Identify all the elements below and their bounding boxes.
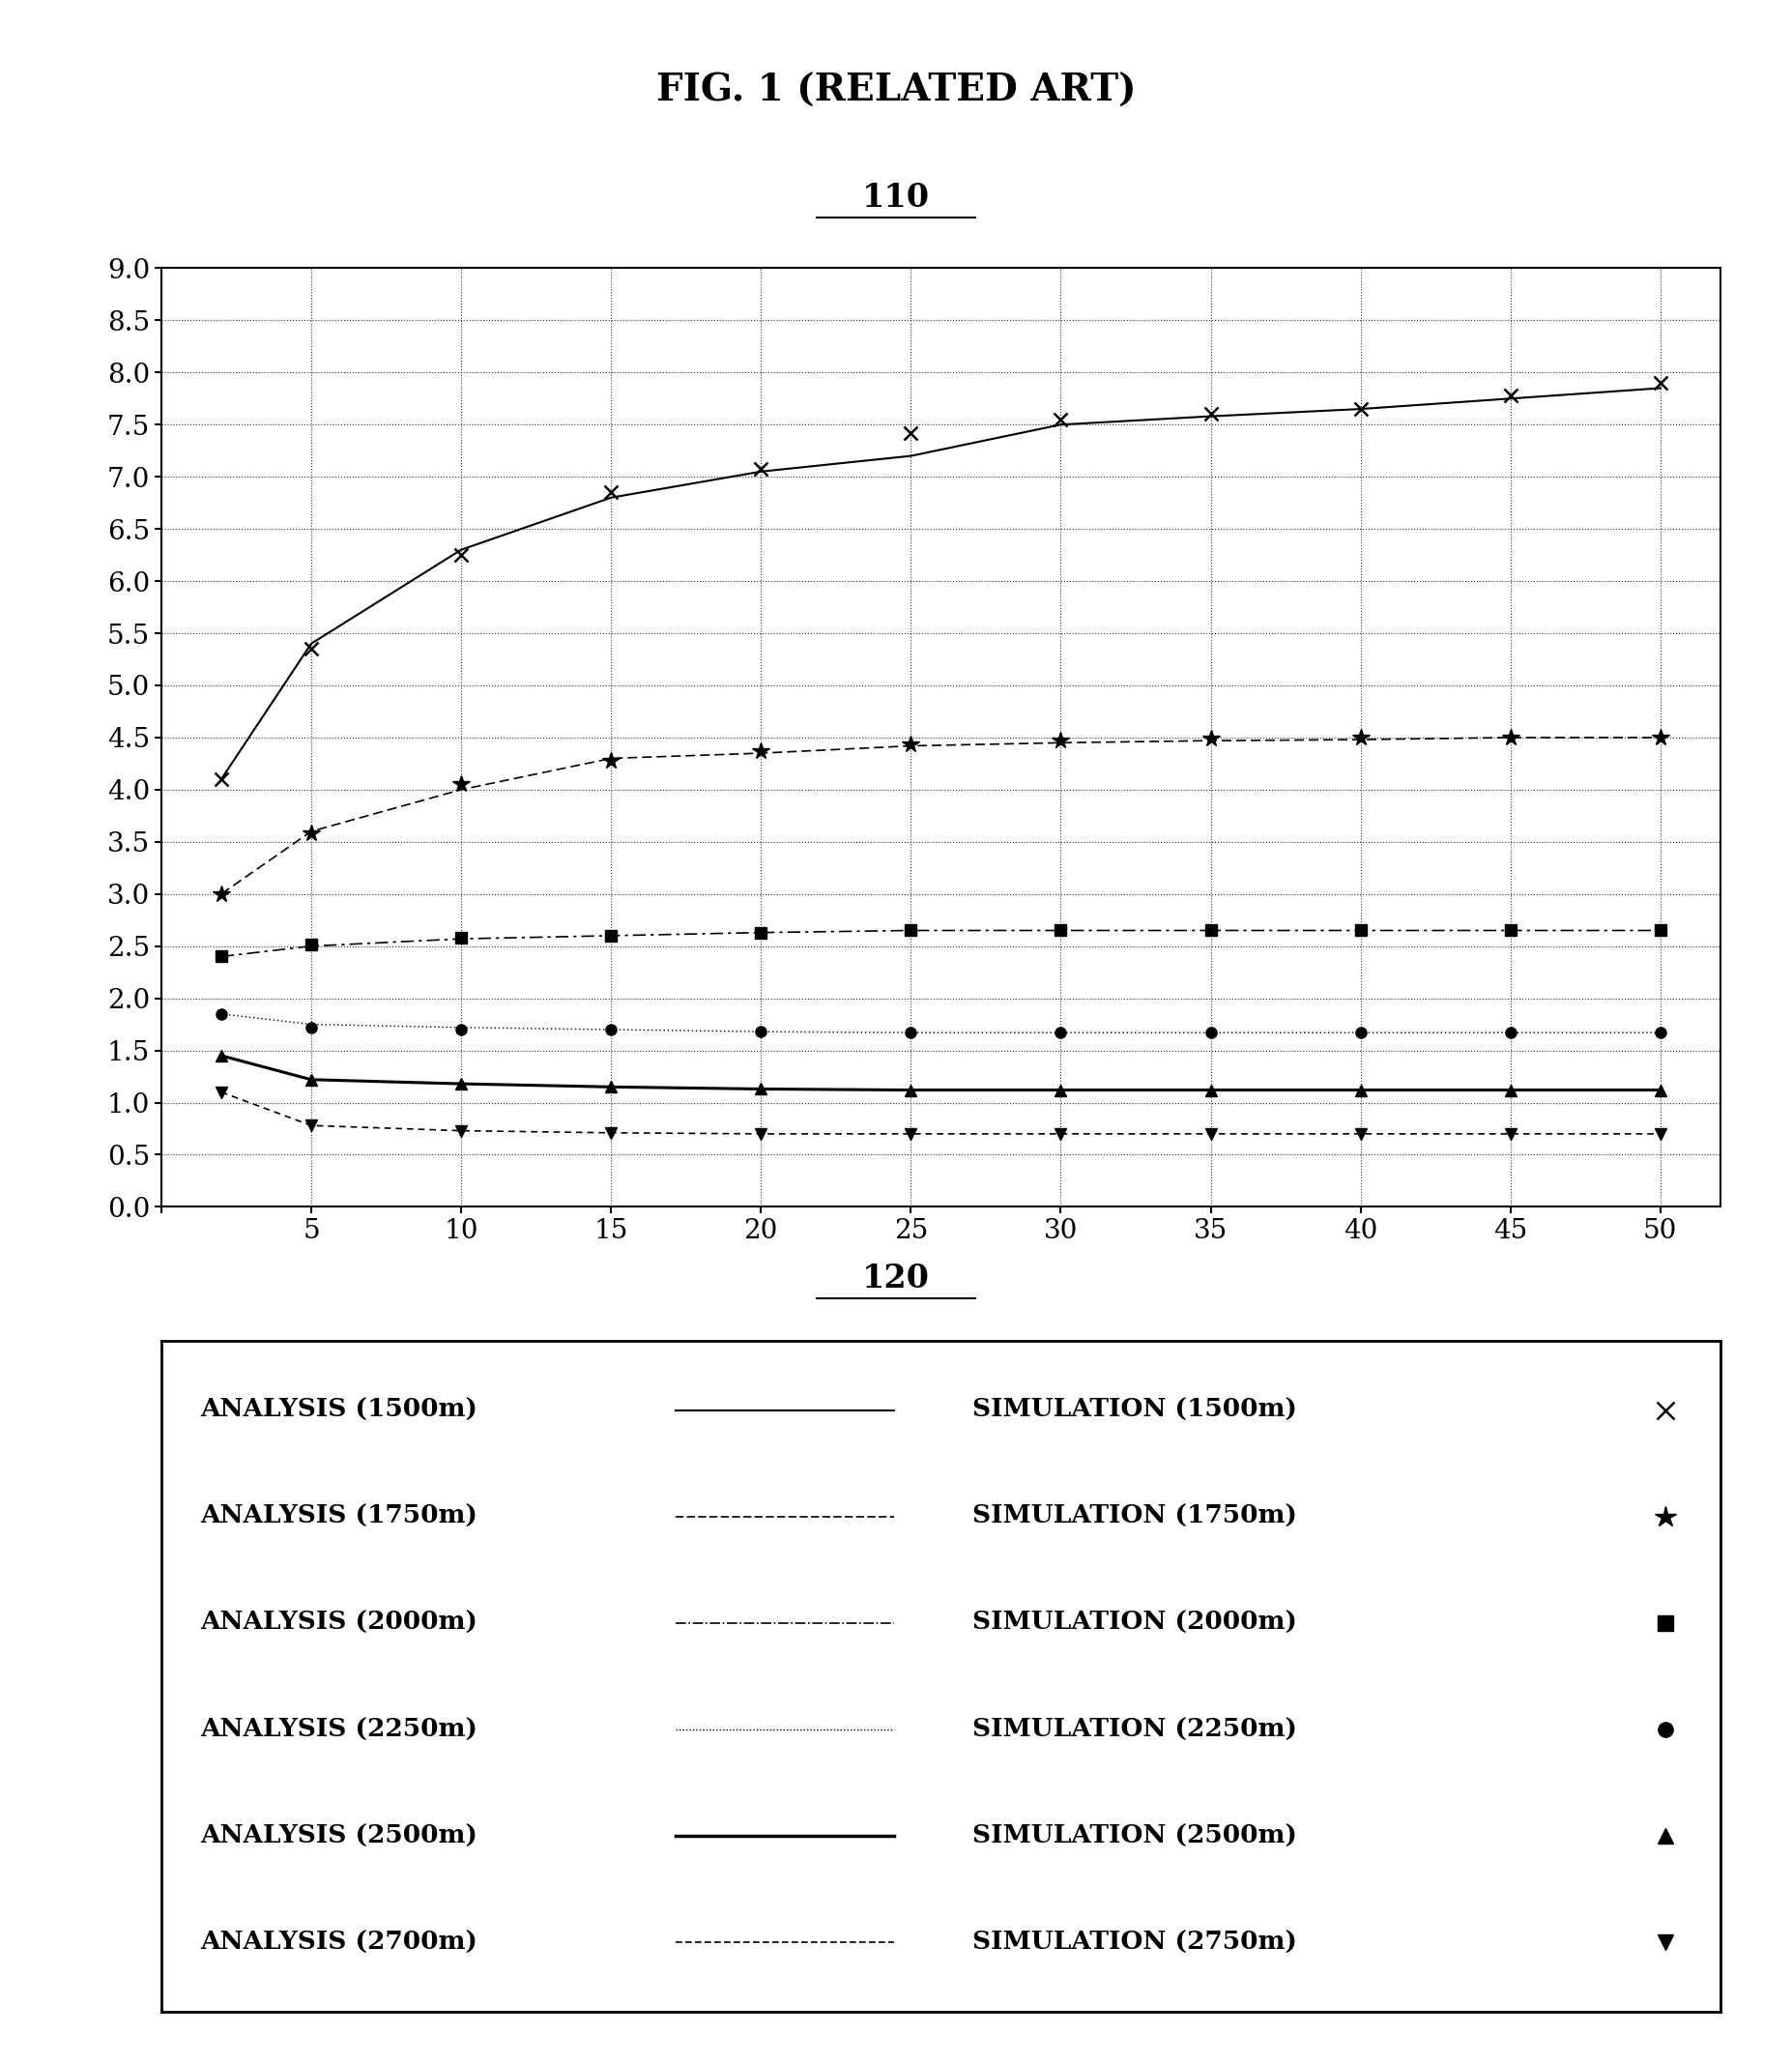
Text: ANALYSIS (2250m): ANALYSIS (2250m) bbox=[201, 1716, 477, 1741]
Text: SIMULATION (1750m): SIMULATION (1750m) bbox=[971, 1504, 1297, 1529]
Text: SIMULATION (2500m): SIMULATION (2500m) bbox=[971, 1824, 1297, 1848]
Text: SIMULATION (2000m): SIMULATION (2000m) bbox=[971, 1611, 1297, 1636]
Text: ANALYSIS (2500m): ANALYSIS (2500m) bbox=[201, 1824, 477, 1848]
Text: FIG. 1 (RELATED ART): FIG. 1 (RELATED ART) bbox=[656, 72, 1136, 109]
Text: 120: 120 bbox=[862, 1263, 930, 1294]
Text: ANALYSIS (2700m): ANALYSIS (2700m) bbox=[201, 1931, 477, 1954]
Text: SIMULATION (2250m): SIMULATION (2250m) bbox=[971, 1716, 1297, 1741]
Text: SIMULATION (1500m): SIMULATION (1500m) bbox=[971, 1399, 1297, 1421]
Text: ANALYSIS (2000m): ANALYSIS (2000m) bbox=[201, 1611, 477, 1636]
Text: SIMULATION (2750m): SIMULATION (2750m) bbox=[971, 1931, 1297, 1954]
Text: ANALYSIS (1750m): ANALYSIS (1750m) bbox=[201, 1504, 477, 1529]
Text: ANALYSIS (1500m): ANALYSIS (1500m) bbox=[201, 1399, 477, 1421]
Text: 110: 110 bbox=[862, 182, 930, 212]
